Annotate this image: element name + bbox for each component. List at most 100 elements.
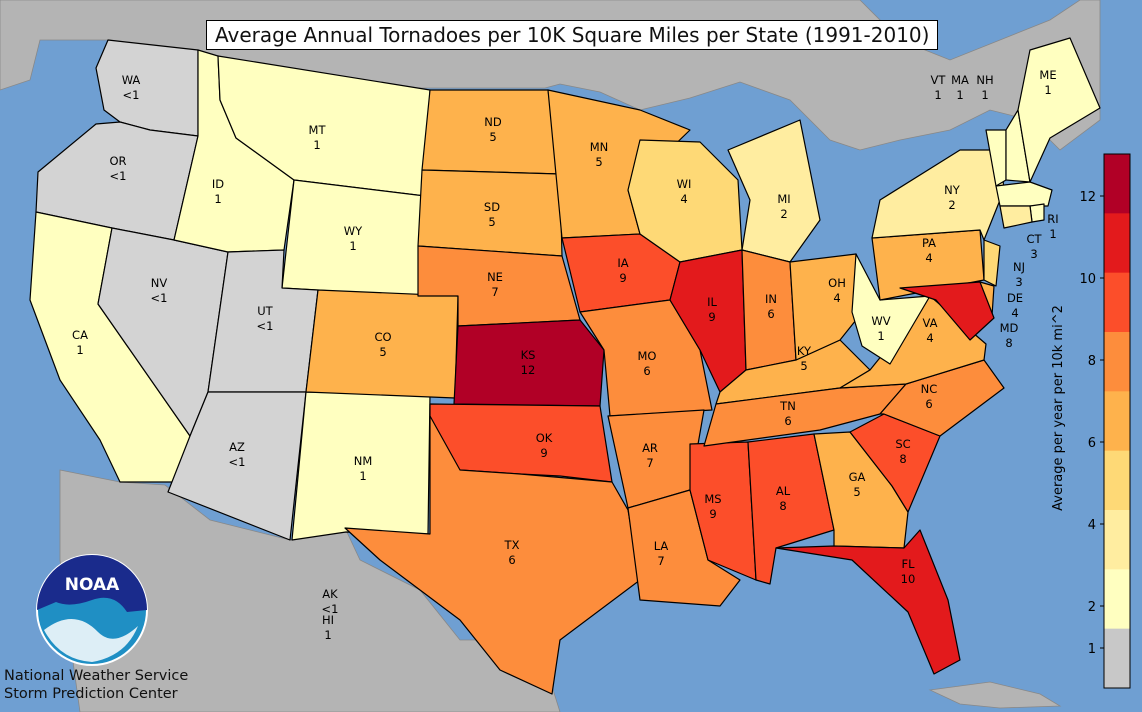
state-value-ri: 1	[1049, 227, 1056, 241]
state-abbr-or: OR	[109, 154, 126, 168]
state-abbr-nh: NH	[976, 73, 993, 87]
state-value-ca: 1	[76, 343, 83, 357]
state-value-ak: <1	[322, 602, 339, 616]
state-ct	[999, 205, 1033, 229]
state-value-la: 7	[657, 554, 664, 568]
state-ma	[995, 181, 1053, 207]
logo-upper	[37, 555, 147, 612]
state-abbr-la: LA	[654, 539, 669, 553]
colorbar-tick-label: 1	[1088, 642, 1096, 657]
state-value-va: 4	[926, 331, 933, 345]
state-abbr-az: AZ	[229, 440, 245, 454]
state-abbr-al: AL	[776, 484, 791, 498]
state-value-me: 1	[1044, 83, 1051, 97]
colorbar-segment	[1104, 272, 1130, 333]
state-abbr-nc: NC	[921, 382, 938, 396]
state-abbr-ms: MS	[704, 492, 721, 506]
colorbar-segment	[1104, 569, 1130, 630]
state-value-de: 4	[1011, 306, 1018, 320]
state-tx	[344, 415, 641, 695]
logo-text: NOAA	[65, 575, 120, 595]
state-value-wv: 1	[877, 329, 884, 343]
state-value-oh: 4	[833, 291, 840, 305]
state-abbr-mo: MO	[638, 349, 657, 363]
state-abbr-mi: MI	[777, 192, 790, 206]
state-sc	[849, 413, 941, 513]
state-abbr-wa: WA	[122, 73, 141, 87]
colorbar-tick-label: 6	[1088, 436, 1096, 451]
state-value-wa: <1	[123, 88, 140, 102]
state-value-vt: 1	[934, 88, 941, 102]
state-value-ks: 12	[521, 363, 536, 377]
colorbar-segment	[1104, 450, 1130, 511]
state-abbr-il: IL	[707, 295, 717, 309]
state-value-sc: 8	[899, 452, 906, 466]
state-abbr-ca: CA	[72, 328, 88, 342]
state-value-ut: <1	[257, 319, 274, 333]
state-ny	[871, 149, 1005, 241]
state-value-tx: 6	[508, 553, 515, 567]
map-title: Average Annual Tornadoes per 10K Square …	[206, 20, 939, 50]
state-abbr-ct: CT	[1026, 232, 1042, 246]
state-value-al: 8	[779, 499, 786, 513]
state-nj	[983, 239, 1001, 287]
states-layer	[29, 37, 1101, 695]
state-abbr-md: MD	[1000, 321, 1019, 335]
state-abbr-ri: RI	[1047, 212, 1058, 226]
state-value-ar: 7	[646, 456, 653, 470]
state-abbr-tx: TX	[504, 538, 520, 552]
state-abbr-mn: MN	[590, 140, 609, 154]
colorbar-segment	[1104, 154, 1130, 214]
state-abbr-wi: WI	[677, 177, 692, 191]
state-abbr-nm: NM	[354, 454, 373, 468]
state-abbr-nv: NV	[151, 276, 168, 290]
state-abbr-wy: WY	[344, 224, 363, 238]
state-abbr-pa: PA	[922, 236, 936, 250]
state-value-pa: 4	[925, 251, 932, 265]
state-abbr-ny: NY	[944, 183, 961, 197]
state-abbr-sd: SD	[484, 200, 500, 214]
state-value-ok: 9	[540, 446, 547, 460]
state-value-id: 1	[214, 192, 221, 206]
state-value-nm: 1	[359, 469, 366, 483]
state-value-nh: 1	[981, 88, 988, 102]
state-value-hi: 1	[324, 628, 331, 642]
state-abbr-ak: AK	[322, 587, 338, 601]
state-value-in: 6	[767, 307, 774, 321]
state-abbr-mt: MT	[309, 123, 327, 137]
colorbar-segment	[1104, 213, 1130, 274]
state-abbr-vt: VT	[931, 73, 947, 87]
state-value-ky: 5	[800, 359, 807, 373]
state-value-il: 9	[708, 310, 715, 324]
state-value-tn: 6	[784, 414, 791, 428]
state-co	[305, 289, 459, 399]
mexico-land	[59, 469, 561, 712]
state-abbr-tn: TN	[779, 399, 796, 413]
noaa-logo: NOAA	[36, 554, 148, 666]
colorbar-segment	[1104, 332, 1130, 392]
state-value-mo: 6	[643, 364, 650, 378]
state-value-ny: 2	[948, 198, 955, 212]
colorbar-segment	[1104, 391, 1130, 452]
state-abbr-hi: HI	[322, 613, 334, 627]
state-abbr-in: IN	[765, 292, 777, 306]
state-abbr-sc: SC	[895, 437, 910, 451]
credit-line-2: Storm Prediction Center	[4, 686, 178, 702]
logo-wave	[44, 618, 138, 662]
state-abbr-nj: NJ	[1013, 260, 1025, 274]
state-value-az: <1	[229, 455, 246, 469]
colorbar-frame	[1103, 153, 1131, 689]
state-value-wy: 1	[349, 239, 356, 253]
state-value-wi: 4	[680, 192, 687, 206]
cuba-land	[928, 681, 1062, 709]
state-value-mt: 1	[313, 138, 320, 152]
colorbar-tick-label: 2	[1088, 600, 1096, 615]
state-abbr-id: ID	[212, 177, 224, 191]
state-value-sd: 5	[488, 215, 495, 229]
state-az	[167, 391, 307, 541]
state-abbr-ar: AR	[642, 441, 658, 455]
colorbar-tick-label: 8	[1088, 354, 1096, 369]
state-abbr-ok: OK	[536, 431, 553, 445]
